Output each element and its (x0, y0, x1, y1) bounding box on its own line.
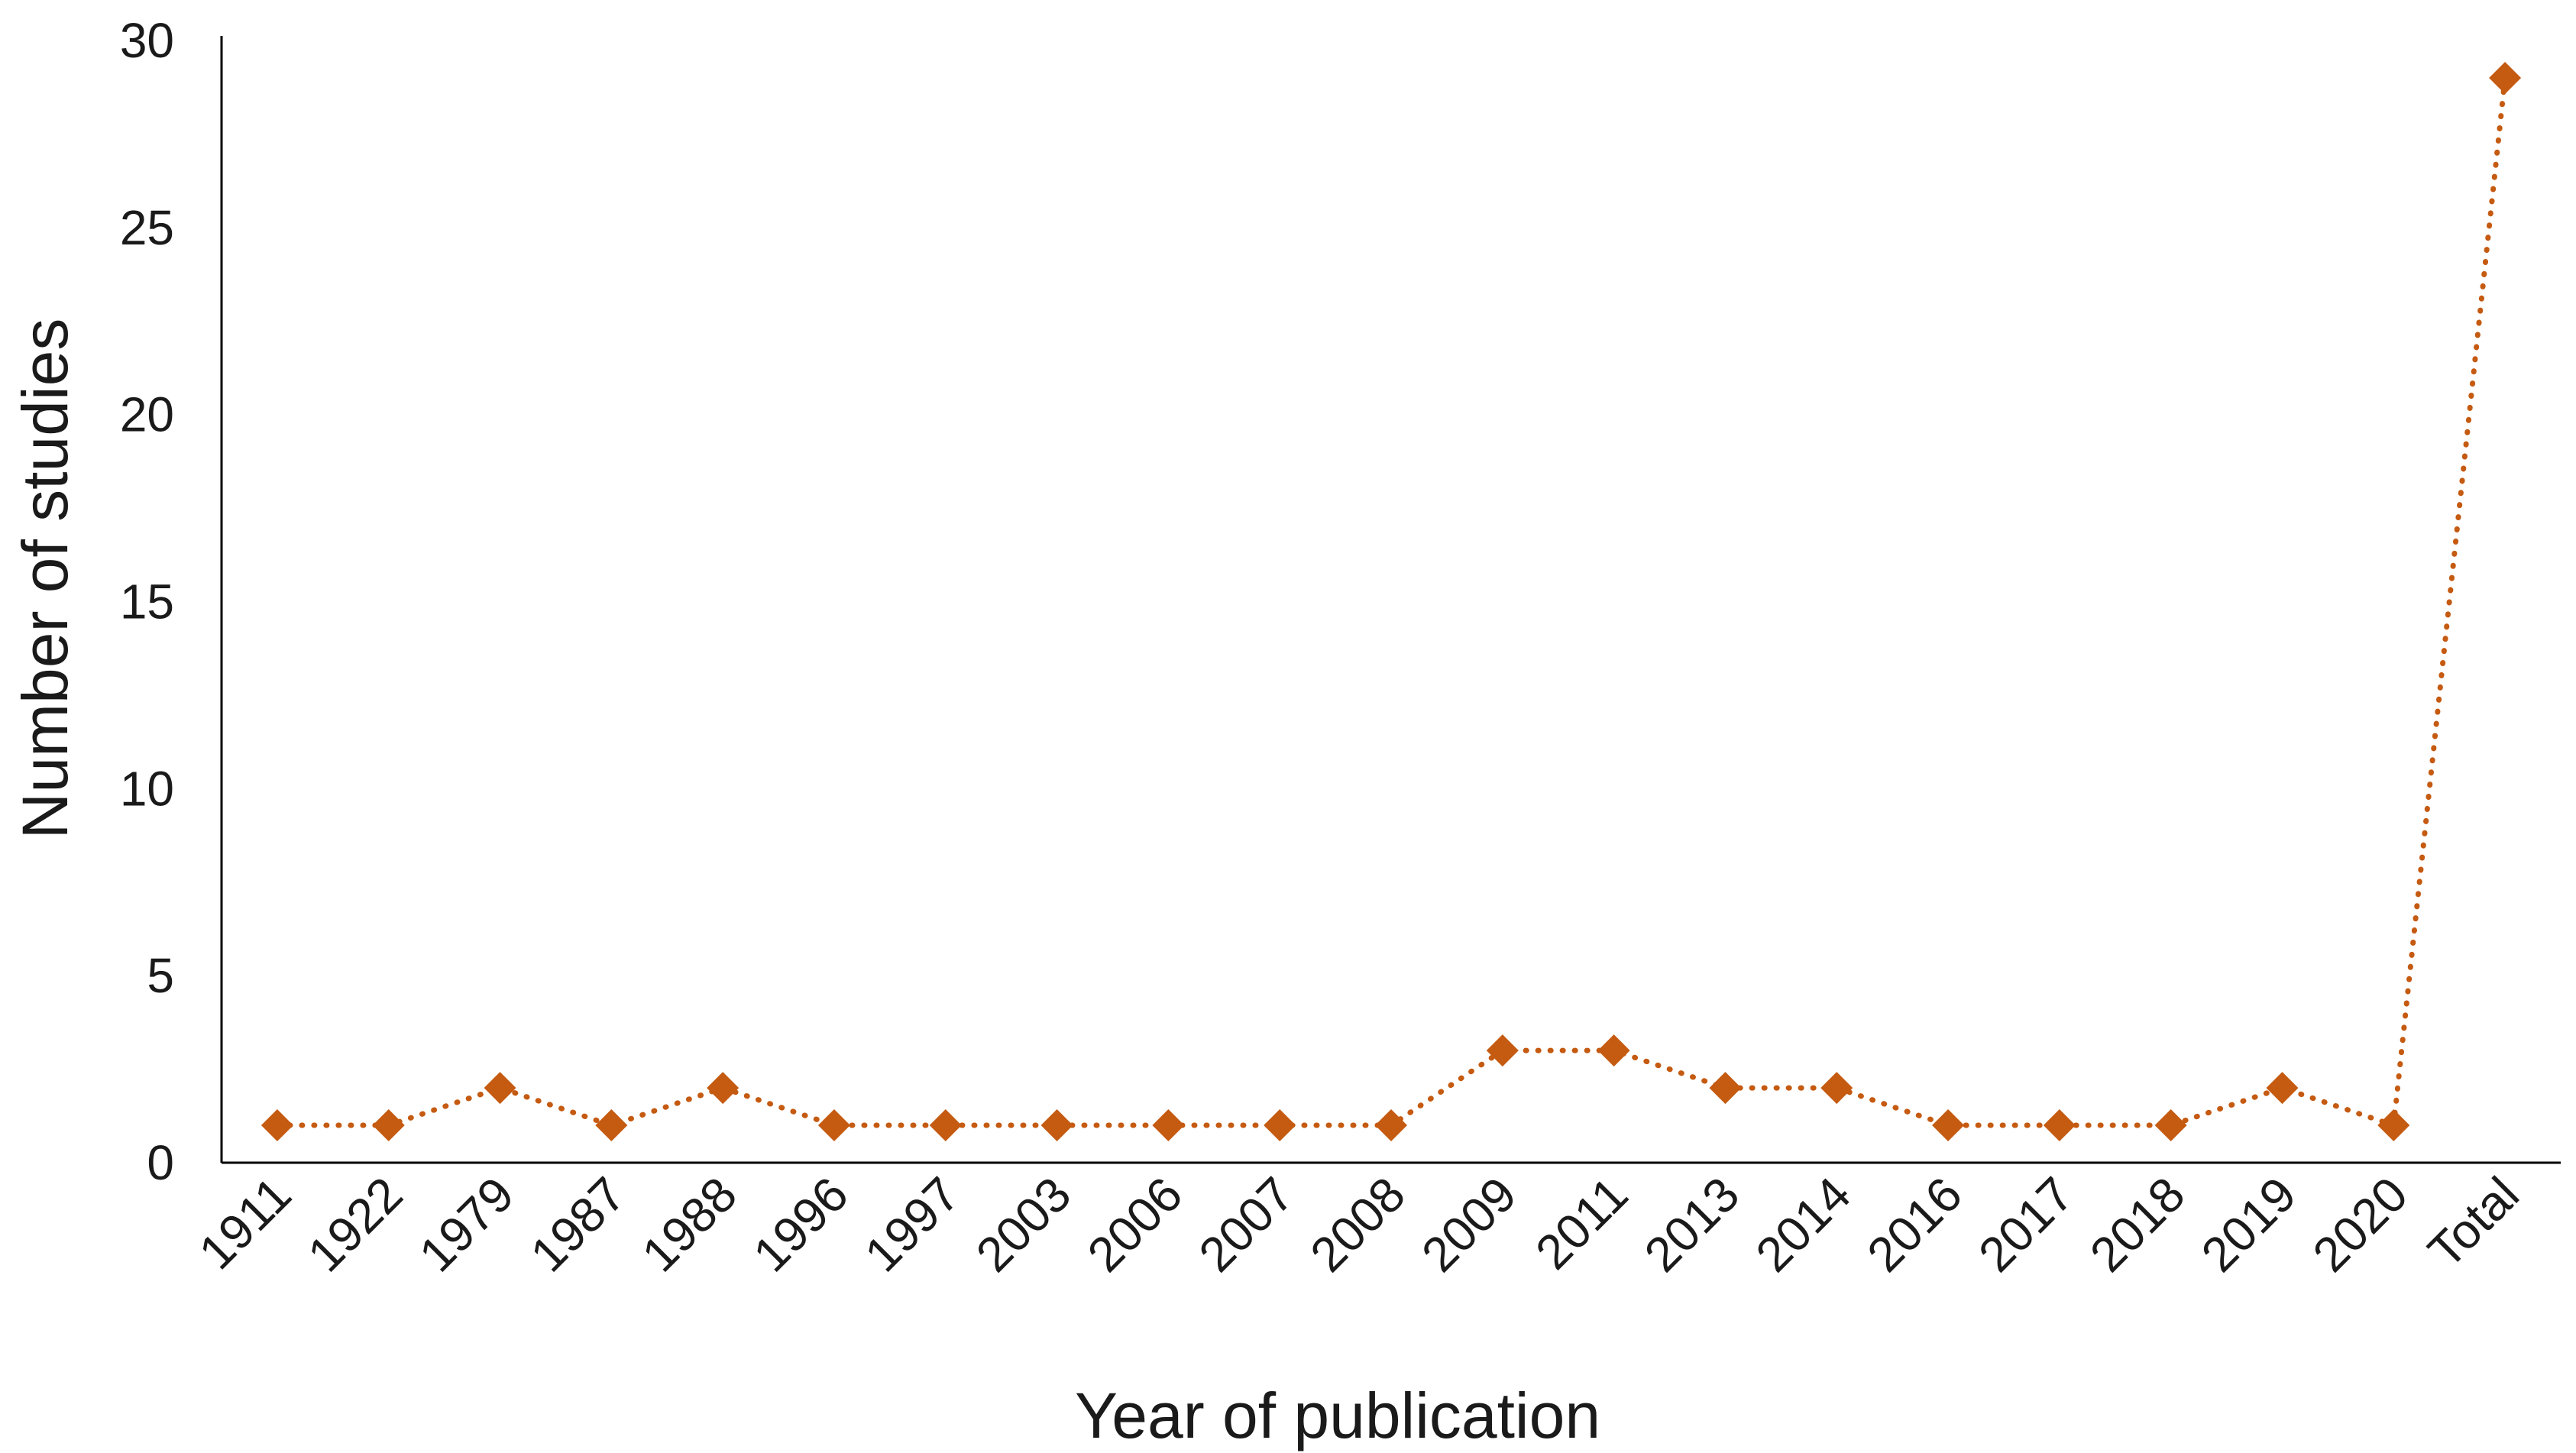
x-tick-label: 2017 (1968, 1167, 2084, 1283)
data-point-marker (707, 1072, 739, 1105)
x-tick-label: 2016 (1856, 1167, 1972, 1283)
x-tick-label: 2019 (2191, 1167, 2307, 1283)
y-tick-label: 10 (120, 761, 174, 816)
data-point-marker (1820, 1072, 1853, 1105)
x-tick-label: 2014 (1746, 1167, 1862, 1283)
x-tick-label: 1987 (520, 1167, 636, 1283)
data-point-marker (1040, 1109, 1073, 1142)
data-point-marker (817, 1109, 850, 1142)
x-tick-label: 1979 (409, 1167, 525, 1283)
x-tick-label: 2003 (966, 1167, 1082, 1283)
data-point-marker (1709, 1072, 1742, 1105)
x-tick-label: 2011 (1525, 1167, 1638, 1280)
y-tick-label: 25 (120, 200, 174, 255)
y-tick-label: 0 (147, 1135, 174, 1190)
data-point-marker (484, 1072, 516, 1105)
data-point-marker (1486, 1034, 1519, 1067)
series-layer (261, 61, 2522, 1142)
y-axis-ticks: 0 5 10 15 20 25 30 (120, 13, 174, 1190)
x-tick-label: 2007 (1189, 1167, 1305, 1283)
x-tick-label: 1996 (743, 1167, 859, 1283)
series-line (274, 75, 2508, 1129)
x-tick-label: 2018 (2079, 1167, 2196, 1283)
data-point-marker (1597, 1034, 1630, 1067)
y-tick-label: 15 (120, 574, 174, 629)
y-tick-label: 5 (147, 948, 174, 1003)
data-point-marker (929, 1109, 962, 1142)
axes (220, 36, 2561, 1164)
x-tick-label: 1997 (854, 1167, 970, 1283)
x-tick-label: 2009 (1411, 1167, 1527, 1283)
data-point-marker (1375, 1109, 1407, 1142)
x-tick-label: 2020 (2303, 1167, 2419, 1283)
data-point-marker (261, 1109, 293, 1142)
x-tick-label: 2008 (1299, 1167, 1416, 1283)
y-tick-label: 30 (120, 13, 174, 68)
x-tick-label: 2006 (1077, 1167, 1193, 1283)
x-axis-title: Year of publication (1075, 1380, 1600, 1451)
y-axis-title: Number of studies (9, 319, 81, 840)
x-tick-label: Total (2417, 1167, 2529, 1279)
data-point-marker (2266, 1072, 2299, 1105)
x-axis-ticks: 1911192219791987198819961997200320062007… (189, 1167, 2529, 1283)
data-point-marker (2377, 1109, 2410, 1142)
x-tick-label: 1922 (297, 1167, 413, 1283)
data-point-marker (372, 1109, 405, 1142)
x-tick-label: 2013 (1634, 1167, 1750, 1283)
data-point-marker (595, 1109, 628, 1142)
y-tick-label: 20 (120, 387, 174, 442)
data-point-marker (2489, 61, 2522, 94)
data-point-marker (2154, 1109, 2187, 1142)
data-point-marker (1264, 1109, 1296, 1142)
x-tick-label: 1988 (631, 1167, 747, 1283)
data-point-marker (1932, 1109, 1965, 1142)
data-point-marker (1152, 1109, 1185, 1142)
x-tick-label: 1911 (189, 1167, 302, 1280)
data-point-marker (2043, 1109, 2076, 1142)
